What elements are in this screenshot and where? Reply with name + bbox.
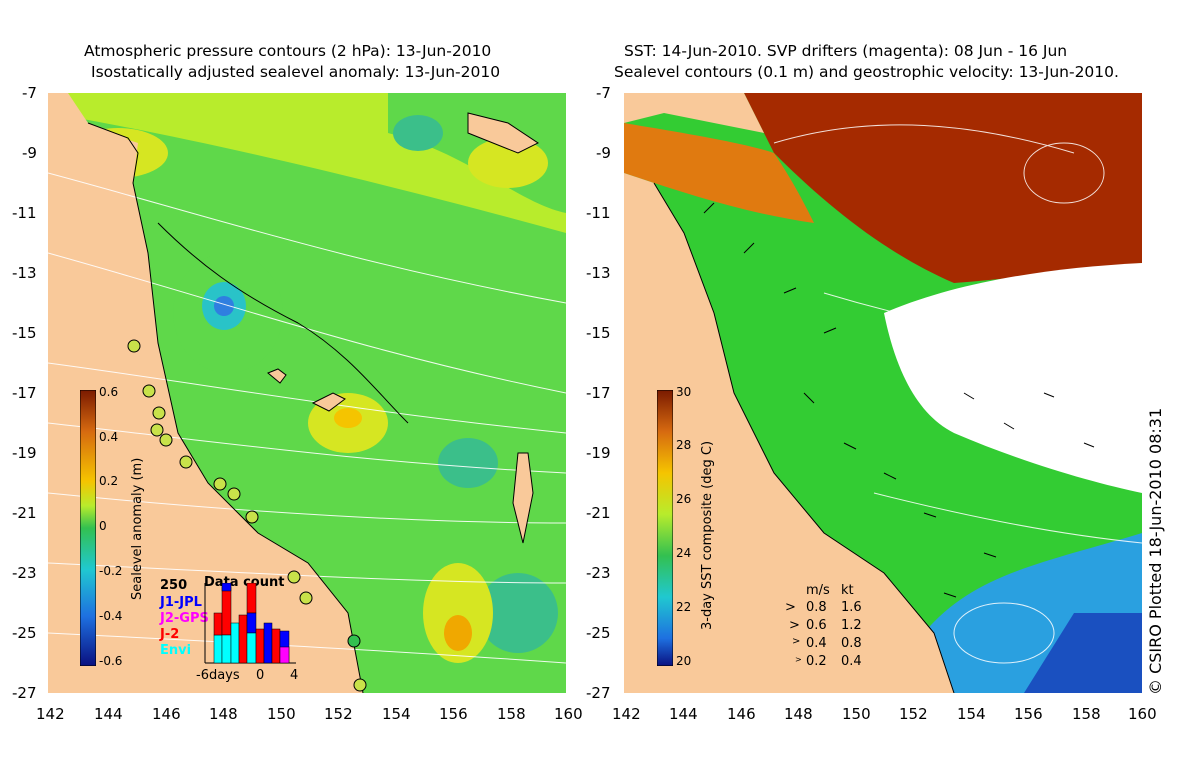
velocity-legend-kt-3: 0.4: [841, 654, 862, 669]
sealevel-anomaly-map: [47, 93, 567, 694]
data-count-series-j2: J2-GPS: [160, 611, 209, 626]
right-lat-tick-4: -15: [586, 324, 611, 342]
left-title-line2: Isostatically adjusted sealevel anomaly:…: [91, 63, 501, 81]
sst-cb-tick-4: 22: [676, 600, 692, 614]
sla-cb-tick-5: -0.4: [99, 609, 123, 623]
right-lat-tick-2: -11: [586, 204, 611, 222]
left-lat-tick-6: -19: [12, 444, 37, 462]
left-lon-tick-7: 156: [439, 705, 468, 723]
sla-colorbar-gradient: [79, 389, 97, 667]
left-lat-tick-3: -13: [12, 264, 37, 282]
right-lat-tick-8: -23: [586, 564, 611, 582]
left-title-line1: Atmospheric pressure contours (2 hPa): 1…: [84, 42, 492, 60]
right-lon-tick-0: 142: [612, 705, 641, 723]
right-lon-tick-7: 156: [1014, 705, 1043, 723]
sst-cb-tick-5: 20: [676, 654, 692, 668]
velocity-legend-ms-3: 0.2: [806, 654, 827, 669]
sst-colorbar: [656, 389, 674, 667]
data-count-ymax: 250: [160, 578, 188, 593]
velocity-legend-kt-2: 0.8: [841, 636, 862, 651]
velocity-legend-arrow-0: >: [785, 600, 796, 615]
left-lat-tick-8: -23: [12, 564, 37, 582]
right-lon-tick-3: 148: [784, 705, 813, 723]
right-lat-tick-6: -19: [586, 444, 611, 462]
right-title-line2: Sealevel contours (0.1 m) and geostrophi…: [614, 63, 1119, 81]
right-lon-tick-6: 154: [957, 705, 986, 723]
right-lon-tick-5: 152: [899, 705, 928, 723]
right-lat-tick-1: -9: [596, 144, 611, 162]
sla-cb-tick-3: 0: [99, 519, 107, 533]
left-lon-tick-4: 150: [267, 705, 296, 723]
right-lon-tick-9: 160: [1128, 705, 1157, 723]
sst-cb-tick-1: 28: [676, 438, 692, 452]
right-map-panel: [624, 93, 1143, 694]
sst-colorbar-gradient: [656, 389, 674, 667]
sla-cb-tick-6: -0.6: [99, 654, 123, 668]
left-lon-tick-5: 152: [324, 705, 353, 723]
sst-map: [624, 93, 1143, 694]
left-lon-tick-0: 142: [36, 705, 65, 723]
left-lat-tick-10: -27: [12, 684, 37, 702]
right-lat-tick-7: -21: [586, 504, 611, 522]
right-title-line1: SST: 14-Jun-2010. SVP drifters (magenta)…: [624, 42, 1068, 60]
left-lon-tick-1: 144: [94, 705, 123, 723]
sla-cb-tick-0: 0.6: [99, 385, 119, 399]
sla-colorbar-label: Sealevel anomaly (m): [130, 457, 145, 600]
velocity-legend-arrow-3: >: [795, 655, 802, 664]
sst-cb-tick-3: 24: [676, 546, 692, 560]
left-lon-tick-9: 160: [554, 705, 583, 723]
right-lon-tick-2: 146: [727, 705, 756, 723]
right-lat-tick-0: -7: [596, 84, 611, 102]
left-lat-tick-0: -7: [22, 84, 37, 102]
sst-colorbar-label: 3-day SST composite (deg C): [700, 440, 715, 630]
right-lon-tick-8: 158: [1072, 705, 1101, 723]
left-lon-tick-6: 154: [382, 705, 411, 723]
velocity-legend-header-ms: m/s: [806, 583, 830, 598]
data-count-series-j1: J1-JPL: [160, 595, 202, 610]
data-count-xlabel-left: -6days: [196, 668, 240, 683]
left-lat-tick-1: -9: [22, 144, 37, 162]
velocity-legend-header-kt: kt: [841, 583, 854, 598]
data-count-xlabel-mid: 0: [256, 668, 265, 683]
velocity-legend-kt-1: 1.2: [841, 618, 862, 633]
right-lat-tick-9: -25: [586, 624, 611, 642]
data-count-series-envi: Envi: [160, 643, 192, 658]
right-lat-tick-10: -27: [586, 684, 611, 702]
right-lon-tick-4: 150: [842, 705, 871, 723]
left-lon-tick-3: 148: [209, 705, 238, 723]
data-count-inset: 250 Data count J1-JPL J2-GPS J-2 Envi -6…: [150, 575, 300, 685]
right-lat-tick-5: -17: [586, 384, 611, 402]
data-count-bars: [204, 583, 296, 664]
velocity-legend-ms-1: 0.6: [806, 618, 827, 633]
data-count-xlabel-right: 4: [290, 668, 299, 683]
velocity-legend-arrow-2: >: [792, 636, 801, 647]
sla-cb-tick-4: -0.2: [99, 564, 123, 578]
left-lat-tick-2: -11: [12, 204, 37, 222]
left-lat-tick-5: -17: [12, 384, 37, 402]
sla-colorbar: [79, 389, 97, 667]
left-lat-tick-4: -15: [12, 324, 37, 342]
right-lon-tick-1: 144: [669, 705, 698, 723]
left-lat-tick-7: -21: [12, 504, 37, 522]
left-lat-tick-9: -25: [12, 624, 37, 642]
sla-cb-tick-2: 0.2: [99, 474, 119, 488]
sst-cb-tick-2: 26: [676, 492, 692, 506]
velocity-legend-kt-0: 1.6: [841, 600, 862, 615]
left-lon-tick-8: 158: [497, 705, 526, 723]
left-lon-tick-2: 146: [152, 705, 181, 723]
sla-cb-tick-1: 0.4: [99, 430, 119, 444]
right-lat-tick-3: -13: [586, 264, 611, 282]
velocity-legend-ms-0: 0.8: [806, 600, 827, 615]
copyright-label: © CSIRO Plotted 18-Jun-2010 08:31: [1146, 407, 1165, 695]
data-count-series-j-2: J-2: [160, 627, 180, 642]
velocity-legend-arrow-1: >: [789, 618, 800, 633]
left-map-panel: [47, 93, 567, 694]
sst-cb-tick-0: 30: [676, 385, 692, 399]
velocity-legend-ms-2: 0.4: [806, 636, 827, 651]
